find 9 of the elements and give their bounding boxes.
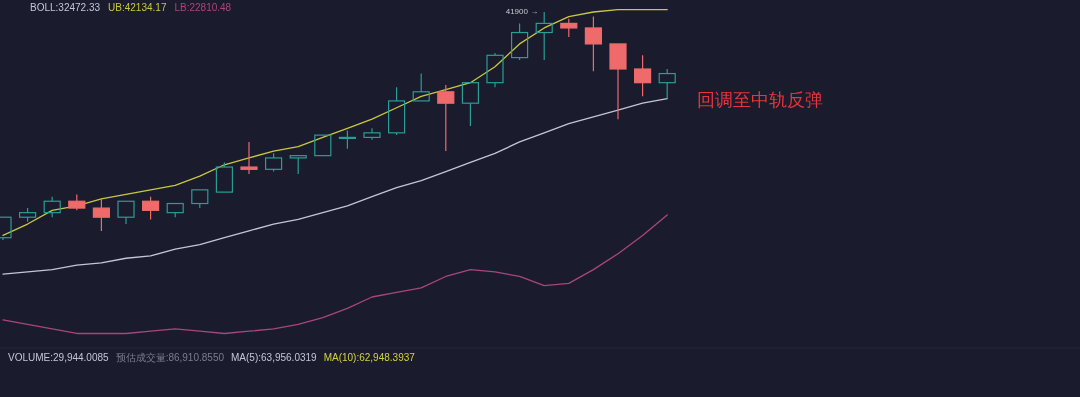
annotation: 41900 → — [505, 7, 539, 16]
text: BOLL:32472.33 — [30, 2, 101, 13]
text: LB:22810.48 — [174, 2, 232, 13]
text: MA(10):62,948.3937 — [323, 352, 416, 363]
text: UB:42134.17 — [108, 2, 167, 13]
text: 回调至中轨反弹 — [697, 90, 823, 110]
text: 预估成交量:86,910.8550 — [115, 352, 225, 363]
text: MA(5):63,956.0319 — [231, 352, 318, 363]
text: VOLUME:29,944.0085 — [8, 352, 110, 363]
